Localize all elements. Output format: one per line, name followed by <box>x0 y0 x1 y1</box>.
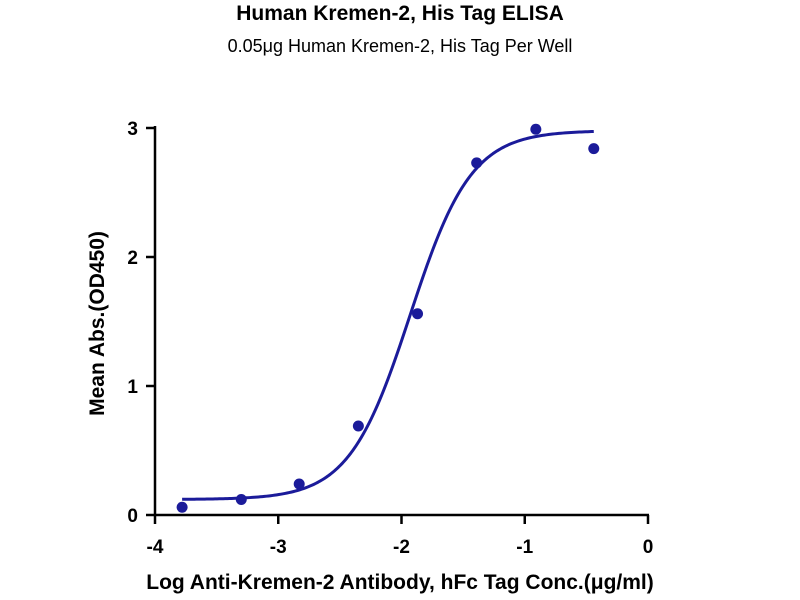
y-tick-label: 2 <box>127 248 138 269</box>
chart-title: Human Kremen-2, His Tag ELISA <box>236 2 564 25</box>
data-point <box>176 501 188 513</box>
x-tick-label: -2 <box>393 537 410 558</box>
x-axis-label: Log Anti-Kremen-2 Antibody, hFc Tag Conc… <box>146 571 654 594</box>
data-point <box>471 157 483 169</box>
data-points <box>176 123 600 513</box>
y-tick-label: 0 <box>127 506 138 527</box>
x-tick-label: -3 <box>270 537 287 558</box>
fit-curve-layer <box>182 129 594 501</box>
data-point <box>293 478 305 490</box>
x-tick-label: 0 <box>643 537 654 558</box>
data-point <box>352 420 364 432</box>
y-axis-label: Mean Abs.(OD450) <box>86 231 109 416</box>
data-point <box>412 308 424 320</box>
data-point <box>530 123 542 135</box>
data-point <box>588 143 600 155</box>
x-tick-label: -4 <box>147 537 164 558</box>
axes: 0 1 2 3 -4 -3 -2 -1 0 <box>127 119 653 558</box>
fit-curve <box>182 129 594 501</box>
data-point <box>235 494 247 506</box>
y-tick-label: 1 <box>127 377 138 398</box>
y-tick-label: 3 <box>127 119 138 140</box>
x-tick-label: -1 <box>516 537 533 558</box>
chart-subtitle: 0.05μg Human Kremen-2, His Tag Per Well <box>227 36 573 56</box>
